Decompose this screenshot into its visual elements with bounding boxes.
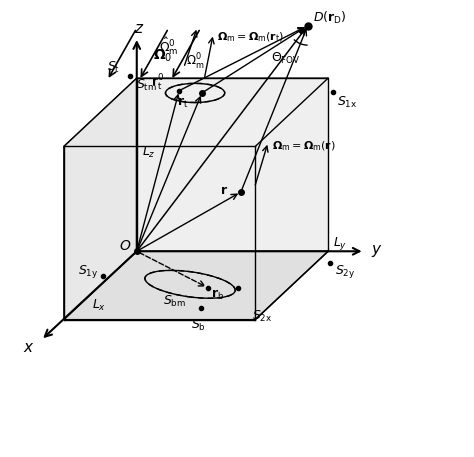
Text: $\mathbf{r}_\mathrm{t}^0$: $\mathbf{r}_\mathrm{t}^0$: [151, 73, 164, 93]
Text: $S_\mathrm{1x}$: $S_\mathrm{1x}$: [337, 95, 357, 110]
Text: $S_\mathrm{2x}$: $S_\mathrm{2x}$: [252, 308, 272, 324]
Text: $x$: $x$: [23, 340, 35, 355]
Text: $L_x$: $L_x$: [92, 298, 106, 314]
Polygon shape: [137, 78, 328, 251]
Polygon shape: [64, 251, 328, 319]
Text: $\hat{\Omega}_\mathrm{m}^0$: $\hat{\Omega}_\mathrm{m}^0$: [159, 36, 178, 58]
Text: $S_\mathrm{1y}$: $S_\mathrm{1y}$: [78, 263, 99, 280]
Text: $\mathbf{r}$: $\mathbf{r}$: [220, 184, 228, 197]
Text: $\Omega_\mathrm{m}^0$: $\Omega_\mathrm{m}^0$: [186, 52, 204, 72]
Text: $L_y$: $L_y$: [333, 235, 347, 252]
Text: $S_\mathrm{2y}$: $S_\mathrm{2y}$: [335, 263, 356, 280]
Text: $\mathbf{r}_\mathrm{b}$: $\mathbf{r}_\mathrm{b}$: [210, 288, 224, 302]
Text: $\mathbf{r}_\mathrm{t}$: $\mathbf{r}_\mathrm{t}$: [177, 96, 188, 110]
Text: $\mathbf{\Omega}_\mathrm{m}{=}\mathbf{\Omega}_\mathrm{m}(\mathbf{r}_\mathrm{t})$: $\mathbf{\Omega}_\mathrm{m}{=}\mathbf{\O…: [217, 31, 284, 44]
Polygon shape: [64, 78, 328, 147]
Text: $y$: $y$: [372, 243, 383, 259]
Text: $S_\mathrm{tm}$: $S_\mathrm{tm}$: [136, 78, 157, 93]
Text: $O$: $O$: [119, 239, 132, 253]
Text: $\mathbf{\Omega}_0$: $\mathbf{\Omega}_0$: [153, 48, 172, 64]
Text: $z$: $z$: [135, 21, 145, 36]
Text: $S_\mathrm{t}$: $S_\mathrm{t}$: [107, 60, 120, 75]
Polygon shape: [64, 78, 137, 319]
Text: $L_z$: $L_z$: [142, 145, 156, 160]
Text: $\Theta_\mathrm{FOV}$: $\Theta_\mathrm{FOV}$: [271, 51, 301, 66]
Text: $\mathbf{\Omega}_\mathrm{m}{=}\mathbf{\Omega}_\mathrm{m}(\mathbf{r})$: $\mathbf{\Omega}_\mathrm{m}{=}\mathbf{\O…: [272, 139, 336, 153]
Text: $S_\mathrm{bm}$: $S_\mathrm{bm}$: [163, 294, 186, 309]
Text: $D(\mathbf{r}_\mathrm{D})$: $D(\mathbf{r}_\mathrm{D})$: [313, 10, 347, 26]
Text: $S_\mathrm{b}$: $S_\mathrm{b}$: [191, 318, 206, 333]
